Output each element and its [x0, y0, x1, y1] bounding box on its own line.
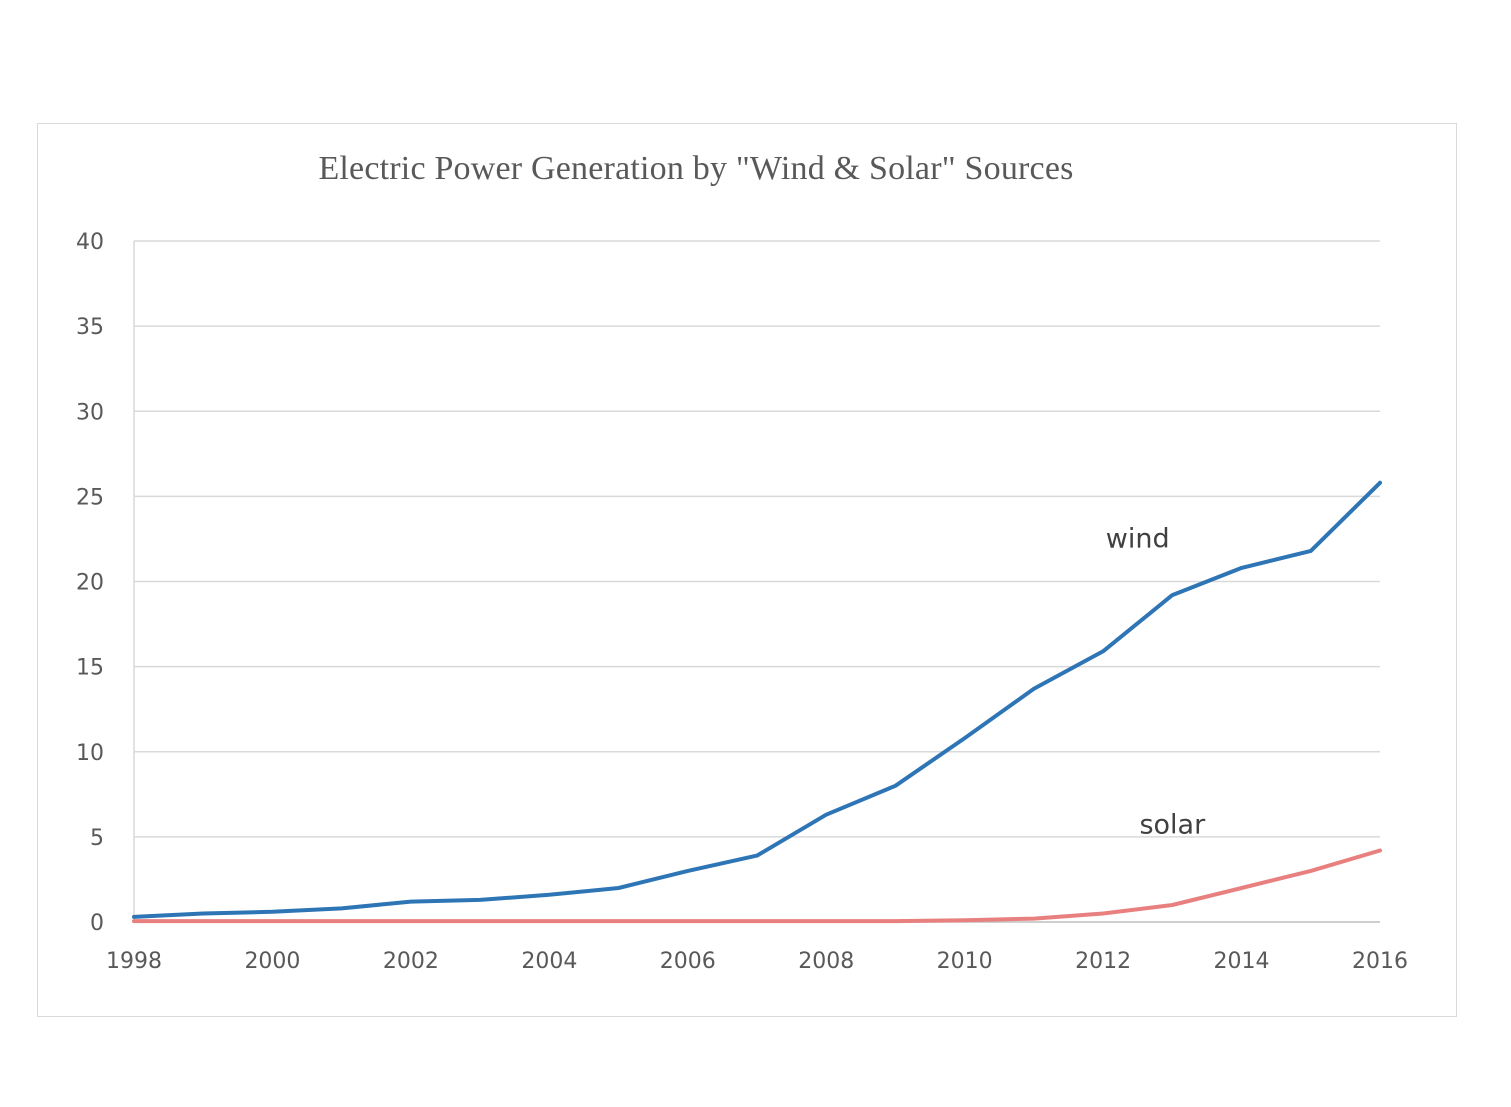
x-tick-label-2014: 2014 [1214, 949, 1270, 974]
y-tick-label-40: 40 [76, 230, 104, 255]
series-label-wind: wind [1106, 523, 1170, 554]
x-tick-label-2000: 2000 [244, 949, 300, 974]
y-tick-label-20: 20 [76, 571, 104, 596]
x-axis-ticks: 1998 2000 2002 2004 2006 2008 2010 2012 2014 2016 [106, 949, 1408, 974]
x-tick-label-2010: 2010 [937, 949, 993, 974]
y-tick-label-5: 5 [90, 826, 104, 851]
chart-frame [37, 123, 1457, 1017]
y-tick-label-0: 0 [90, 911, 104, 936]
x-tick-label-2008: 2008 [798, 949, 854, 974]
x-tick-label-2002: 2002 [383, 949, 439, 974]
series-labels: wind solar [1106, 523, 1206, 840]
y-tick-label-35: 35 [76, 315, 104, 340]
gridlines [134, 240, 1380, 838]
y-tick-label-30: 30 [76, 400, 104, 425]
x-tick-label-2016: 2016 [1352, 949, 1408, 974]
x-tick-label-2006: 2006 [660, 949, 716, 974]
series-label-solar: solar [1139, 809, 1206, 840]
chart-title: Electric Power Generation by "Wind & Sol… [318, 150, 1074, 187]
series-lines [132, 480, 1382, 924]
series-line-wind [132, 480, 1382, 919]
y-axis-ticks: 0 5 10 15 20 25 30 35 40 [76, 230, 104, 936]
x-tick-label-2012: 2012 [1075, 949, 1131, 974]
y-tick-label-15: 15 [76, 656, 104, 681]
y-tick-label-10: 10 [76, 741, 104, 766]
y-tick-label-25: 25 [76, 485, 104, 510]
series-line-solar [132, 848, 1382, 924]
x-tick-label-1998: 1998 [106, 949, 162, 974]
x-tick-label-2004: 2004 [521, 949, 577, 974]
